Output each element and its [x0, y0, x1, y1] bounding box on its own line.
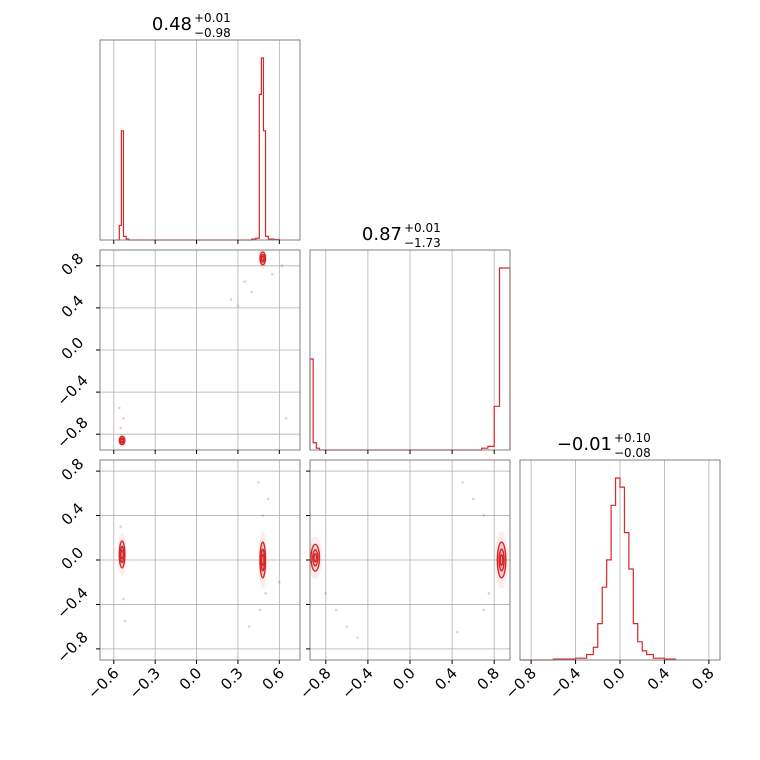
scatter-point: [257, 480, 260, 484]
density-shade: [496, 540, 507, 580]
scatter-point: [261, 514, 265, 517]
title-median: −0.01: [557, 434, 612, 455]
x-tick-label: −0.8: [296, 664, 334, 702]
density-contour: [259, 251, 267, 266]
scatter-point: [482, 608, 485, 612]
scatter-point: [356, 636, 359, 640]
scatter-point: [487, 592, 491, 595]
scatter-point: [250, 290, 254, 294]
density-contour: [312, 549, 319, 567]
scatter-point: [243, 280, 247, 283]
density-contour: [118, 435, 126, 446]
density-shade: [310, 543, 320, 573]
x-tick-label: 0.8: [473, 664, 503, 694]
x-tick-label: −0.8: [501, 664, 539, 702]
y-tick-label: −0.4: [53, 584, 91, 622]
scatter-point: [119, 525, 122, 528]
scatter-point: [258, 608, 262, 612]
scatter-point: [264, 592, 267, 595]
x-tick-label: −0.4: [546, 664, 584, 702]
scatter-point: [229, 298, 233, 301]
scatter-point: [247, 625, 251, 628]
scatter-point: [119, 426, 122, 430]
density-contour: [118, 540, 126, 569]
density-shade: [259, 540, 266, 580]
density-contour: [120, 438, 124, 443]
title-minus: −1.73: [404, 236, 441, 250]
scatter-point: [456, 630, 459, 634]
x-tick-label: −0.4: [338, 664, 376, 702]
scatter-point: [118, 406, 121, 410]
density-layer: [117, 480, 281, 628]
marginal-title: −0.01 +0.10−0.08: [557, 431, 651, 460]
density-shade: [119, 539, 126, 570]
marginal-title: 0.48 +0.01−0.98: [152, 11, 231, 40]
density-shade: [494, 531, 509, 589]
x-tick-label: 0.0: [389, 664, 419, 694]
density-contour: [313, 553, 318, 563]
histogram-panel-0: [99, 39, 301, 241]
density-contour: [260, 255, 265, 262]
x-tick-label: −0.3: [126, 664, 164, 702]
y-tick-label: 0.4: [58, 499, 88, 529]
density-contour: [498, 548, 505, 572]
x-tick-label: 0.8: [688, 664, 718, 694]
y-tick-label: 0.0: [58, 544, 88, 574]
density-layer: [310, 480, 509, 640]
title-median: 0.48: [152, 14, 192, 35]
title-minus: −0.08: [614, 446, 651, 460]
scatter-point: [236, 304, 240, 308]
scatter-point: [324, 592, 328, 595]
x-tick-label: 0.6: [259, 664, 289, 694]
y-tick-label: 0.8: [58, 249, 88, 279]
density-contour: [260, 553, 265, 567]
density-contour: [496, 541, 507, 579]
density-layer: [117, 250, 288, 448]
scatter-point: [461, 480, 464, 484]
x-tick-label: 0.0: [599, 664, 629, 694]
y-tick-label: 0.8: [58, 455, 88, 485]
x-tick-label: 0.0: [176, 664, 206, 694]
density-contour: [259, 541, 267, 579]
x-tick-label: 0.3: [217, 664, 247, 694]
scatter-point: [284, 417, 288, 420]
density-contour: [310, 543, 321, 572]
scatter-point: [123, 619, 127, 623]
marginal-title: 0.87 +0.01−1.73: [362, 221, 441, 250]
y-tick-label: 0.0: [58, 334, 88, 364]
title-plus: +0.10: [614, 431, 651, 445]
title-plus: +0.01: [404, 221, 441, 235]
scatter-point: [345, 625, 349, 628]
scatter-point: [335, 608, 338, 612]
density-contour: [499, 553, 504, 567]
scatter-point: [122, 597, 125, 601]
title-plus: +0.01: [194, 11, 231, 25]
histogram-step-line: [520, 477, 677, 661]
x-tick-label: 0.4: [644, 664, 674, 694]
y-tick-label: 0.4: [58, 292, 88, 322]
y-tick-label: −0.4: [53, 371, 91, 409]
scatter-point: [271, 272, 274, 276]
x-tick-label: 0.4: [431, 664, 461, 694]
title-minus: −0.98: [194, 26, 231, 40]
scatter-point: [122, 417, 125, 420]
scatter-point: [280, 264, 284, 268]
y-tick-label: −0.8: [53, 413, 91, 451]
y-tick-label: −0.8: [53, 628, 91, 666]
x-tick-label: −0.6: [84, 664, 122, 702]
scatter-point: [266, 497, 270, 501]
scatter-point: [471, 497, 475, 501]
scatter-point: [482, 514, 485, 517]
histogram-step-line: [116, 57, 280, 241]
scatter-point: [278, 580, 281, 584]
density-contour: [120, 549, 124, 560]
title-median: 0.87: [362, 224, 402, 245]
